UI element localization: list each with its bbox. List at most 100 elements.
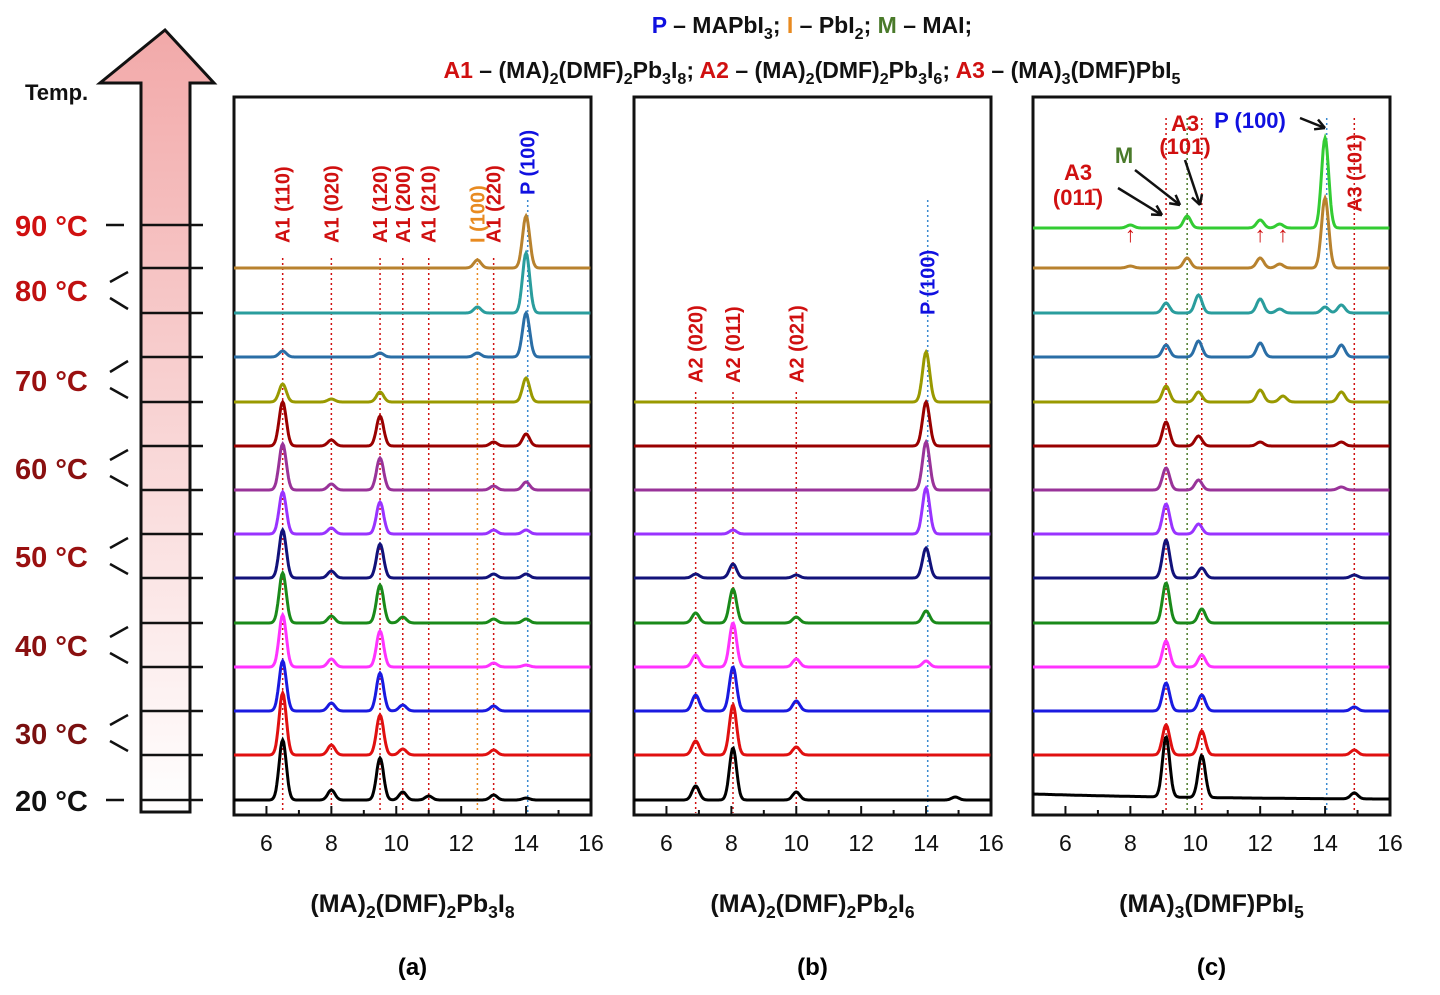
temperature-axis-title: Temp. — [25, 80, 88, 105]
subscript: 3 — [918, 70, 927, 88]
xrd-trace — [1033, 420, 1390, 448]
arrow-icon — [1117, 186, 1163, 217]
arrow-head — [1317, 118, 1326, 129]
xrd-trace — [634, 621, 991, 669]
xrd-trace — [1033, 734, 1390, 801]
panel-id: (a) — [398, 954, 427, 981]
annotation-a3-101bar: (101̄) — [1159, 134, 1210, 159]
x-tick-label: 6 — [660, 830, 673, 856]
xrd-trace — [234, 736, 591, 802]
x-tick-label: 8 — [1124, 830, 1137, 856]
xrd-trace — [634, 485, 991, 536]
arrow-head — [1191, 196, 1201, 206]
legend-code: A1 — [444, 57, 474, 83]
x-tick-label: 16 — [978, 830, 1004, 856]
xrd-trace — [634, 438, 991, 492]
peak-label: A2 (020) — [686, 305, 708, 383]
temperature-label: 50 °C — [15, 542, 88, 574]
bracket-line — [109, 448, 129, 462]
text-segment: I — [498, 890, 505, 918]
arrow-icon — [1134, 169, 1181, 206]
text-segment: ; — [864, 12, 872, 38]
text-segment: (DMF) — [815, 57, 880, 83]
subscript: 2 — [550, 70, 559, 88]
peak-label: A2 (011) — [723, 306, 745, 383]
x-tick-label: 12 — [448, 830, 474, 856]
bracket-line — [109, 739, 129, 753]
panel-b: A2 (020) A2 (011) A2 (021) P (100) 6 8 10 12 14 1… — [632, 95, 1004, 981]
bracket-line — [109, 296, 129, 311]
legend-code: I — [780, 12, 793, 38]
text-segment: MAPbI — [692, 12, 764, 38]
x-tick-label: 8 — [725, 830, 738, 856]
legend-code: M — [871, 12, 897, 38]
bracket-line — [109, 359, 129, 374]
panel-a: A1 (110) A1 (020) A1 (120) A1 (200) A1 (210)… — [232, 95, 604, 981]
subscript: 2 — [888, 902, 898, 922]
bracket-line — [109, 562, 129, 576]
arrow-head — [1313, 126, 1326, 131]
bracket-line — [109, 713, 129, 727]
subscript: 2 — [766, 902, 776, 922]
subscript: 8 — [677, 70, 686, 88]
subscript: 3 — [662, 70, 671, 88]
peak-label: A1 (110) — [273, 166, 295, 243]
peak-label: I (100) — [467, 185, 489, 243]
xrd-trace — [634, 702, 991, 757]
arrow-icon — [1183, 159, 1202, 206]
temperature-label: 20 °C — [15, 786, 88, 818]
temperature-label: 60 °C — [15, 454, 88, 486]
text-segment: Pb — [856, 890, 888, 918]
annotation-m: M — [1115, 143, 1133, 168]
annotation-p100: P (100) — [1214, 108, 1286, 133]
legend-line: P – MAPbI3​; I – PbI2​; M – MAI; — [652, 12, 972, 43]
xrd-trace — [1033, 581, 1390, 625]
xrd-trace — [1033, 723, 1390, 757]
xrd-trace — [234, 657, 591, 713]
arrow-head — [1150, 213, 1163, 217]
xrd-trace — [234, 399, 591, 448]
text-segment: Pb — [456, 890, 488, 918]
legend-line: A1 – (MA)2​(DMF)2​Pb3​I8​; A2 – (MA)2​(D… — [444, 57, 1181, 88]
xrd-trace — [1033, 293, 1390, 315]
arrow-icon — [1299, 116, 1326, 130]
xrd-trace — [1033, 339, 1390, 359]
legend-code: A2 — [694, 57, 729, 83]
peak-label: A1 (210) — [419, 165, 441, 243]
xrd-trace — [634, 665, 991, 713]
subscript: 3 — [764, 25, 773, 43]
xrd-trace — [1033, 681, 1390, 713]
xrd-trace — [634, 745, 991, 802]
temperature-label: 30 °C — [15, 719, 88, 751]
panel-c: A3 (101)6810121416(MA)3​(DMF)PbI5​(c)A3(… — [1031, 95, 1403, 981]
unknown-peak-arrow-icon: ↑ — [1277, 222, 1288, 247]
xrd-trace — [1033, 538, 1390, 580]
temperature-label: 90 °C — [15, 211, 88, 243]
text-segment: (MA) — [1119, 890, 1175, 918]
x-tick-label: 12 — [1247, 830, 1273, 856]
xrd-trace — [1033, 384, 1390, 404]
x-tick-label: 6 — [260, 830, 273, 856]
subscript: 3 — [1062, 70, 1071, 88]
text-segment: I — [898, 890, 905, 918]
legend-dash: – — [473, 57, 499, 83]
x-tick-label: 8 — [325, 830, 338, 856]
x-tick-label: 16 — [578, 830, 604, 856]
arrow-head — [1174, 194, 1182, 206]
x-tick-label: 14 — [513, 830, 539, 856]
subscript: 2 — [624, 70, 633, 88]
peak-label: A1 (020) — [321, 165, 343, 243]
xrd-trace — [634, 348, 991, 404]
xrd-trace — [234, 689, 591, 757]
subscript: 5 — [1172, 70, 1181, 88]
xrd-trace — [234, 375, 591, 404]
legend-dash: – — [897, 12, 923, 38]
x-tick-label: 6 — [1059, 830, 1072, 856]
x-axis-label: (MA)2​(DMF)2​Pb2​I6​ — [710, 890, 914, 922]
subscript: 5 — [1294, 902, 1304, 922]
legend-dash: – — [793, 12, 819, 38]
annotation-a3-011: (011̄) — [1053, 185, 1103, 210]
subscript: 2 — [446, 902, 456, 922]
text-segment: (DMF)PbI — [1071, 57, 1172, 83]
